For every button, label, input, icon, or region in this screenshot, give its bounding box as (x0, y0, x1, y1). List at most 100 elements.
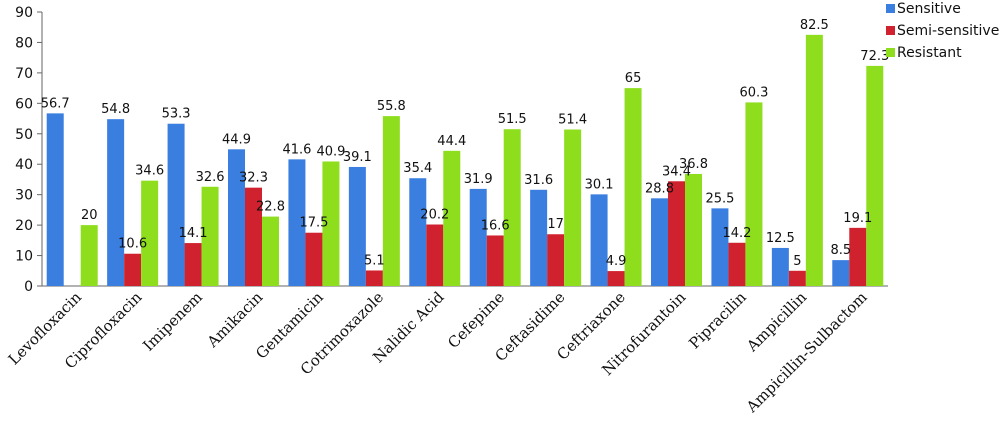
data-label: 31.6 (524, 173, 553, 188)
y-tick-label: 60 (15, 96, 33, 112)
data-label: 44.9 (222, 132, 251, 147)
bar-resistant (866, 65, 884, 287)
bars (46, 34, 884, 287)
data-label: 31.9 (464, 172, 493, 187)
y-tick-label: 20 (15, 218, 33, 234)
bar-resistant (805, 34, 823, 287)
bar-resistant (503, 129, 521, 286)
bar-resistant (322, 161, 340, 286)
data-label: 22.8 (256, 200, 285, 215)
data-label: 14.2 (722, 226, 751, 241)
data-label: 36.8 (679, 157, 708, 172)
x-category-label: Ampicillin-Sulbactom (742, 288, 871, 417)
data-label: 5 (793, 254, 801, 269)
x-category-label: Amikacin (203, 288, 267, 352)
legend-swatch (886, 4, 895, 13)
bar-sensitive (832, 260, 850, 286)
bar-semi-sensitive (426, 224, 444, 286)
data-label: 32.6 (196, 170, 225, 185)
bar-resistant (201, 186, 219, 286)
legend-swatch (886, 26, 895, 35)
bar-sensitive (590, 194, 608, 286)
data-label: 44.4 (437, 134, 466, 149)
bar-semi-sensitive (728, 242, 746, 286)
data-label: 53.3 (162, 107, 191, 122)
bar-semi-sensitive (607, 271, 625, 286)
legend: Sensitive Semi-sensitive Resistant (886, 1, 999, 61)
bar-semi-sensitive (849, 227, 867, 286)
bar-sensitive (107, 119, 125, 286)
x-category-label: Pipracilin (685, 288, 750, 353)
data-label: 32.3 (239, 171, 268, 186)
data-label: 16.6 (481, 218, 510, 233)
data-label: 34.4 (662, 164, 691, 179)
x-axis: LevofloxacinCiprofloxacinImipenemAmikaci… (5, 288, 871, 417)
bar-sensitive (228, 149, 245, 286)
bar-sensitive (771, 247, 789, 286)
data-label: 28.8 (645, 181, 674, 196)
data-label: 5.1 (364, 253, 385, 268)
y-tick-label: 50 (15, 127, 33, 143)
bar-sensitive (651, 198, 668, 286)
bar-semi-sensitive (124, 253, 142, 286)
data-label: 20 (81, 208, 98, 223)
data-label: 65 (625, 71, 642, 86)
bar-resistant (382, 116, 400, 287)
data-label: 30.1 (585, 177, 614, 192)
data-label: 51.4 (558, 113, 587, 128)
bar-resistant (262, 216, 279, 286)
data-label: 72.3 (860, 49, 889, 64)
data-label: 12.5 (766, 231, 795, 246)
bar-semi-sensitive (305, 232, 323, 286)
bar-resistant (443, 150, 461, 286)
bar-resistant (564, 129, 582, 286)
data-label: 17 (547, 217, 564, 232)
bar-resistant (141, 180, 159, 286)
legend-swatch (886, 48, 895, 57)
y-tick-label: 0 (24, 279, 33, 295)
bar-semi-sensitive (668, 181, 685, 286)
data-label: 19.1 (843, 211, 872, 226)
data-label: 39.1 (343, 150, 372, 165)
data-label: 17.5 (299, 216, 328, 231)
y-tick-label: 80 (15, 35, 33, 51)
x-category-label: Cefepime (444, 288, 508, 352)
bar-semi-sensitive (365, 270, 383, 286)
legend-label: Semi-sensitive (897, 23, 999, 39)
bar-semi-sensitive (245, 187, 262, 286)
bar-sensitive (711, 208, 729, 286)
bar-sensitive (469, 188, 487, 286)
x-category-label: Imipenem (139, 288, 206, 355)
data-label: 41.6 (282, 142, 311, 157)
bar-semi-sensitive (788, 270, 806, 286)
data-label: 10.6 (118, 237, 147, 252)
y-tick-label: 30 (15, 188, 33, 204)
y-tick-label: 10 (15, 249, 33, 265)
bar-resistant (745, 102, 763, 286)
data-label: 54.8 (101, 102, 130, 117)
data-labels: 56.7 54.8 53.3 44.9 41.6 39.1 35.4 31.9 31.6 30.1… (41, 18, 890, 269)
bar-resistant (685, 173, 702, 286)
bar-sensitive (46, 113, 64, 286)
data-label: 8.5 (830, 243, 851, 258)
bar-resistant (80, 225, 98, 286)
data-label: 34.6 (135, 164, 164, 179)
data-label: 55.8 (377, 99, 406, 114)
bar-sensitive (288, 159, 306, 286)
data-label: 82.5 (800, 18, 829, 33)
data-label: 14.1 (179, 226, 208, 241)
legend-label: Sensitive (897, 1, 961, 17)
bar-sensitive (530, 189, 548, 286)
bar-sensitive (409, 178, 427, 286)
y-tick-label: 70 (15, 66, 33, 82)
data-label: 35.4 (403, 161, 432, 176)
bar-semi-sensitive (184, 243, 202, 286)
data-label: 60.3 (739, 85, 768, 100)
y-tick-label: 40 (15, 157, 33, 173)
data-label: 51.5 (498, 112, 527, 127)
bar-sensitive (348, 166, 366, 286)
data-label: 25.5 (705, 191, 734, 206)
data-label: 20.2 (420, 208, 449, 223)
bar-sensitive (167, 123, 185, 286)
